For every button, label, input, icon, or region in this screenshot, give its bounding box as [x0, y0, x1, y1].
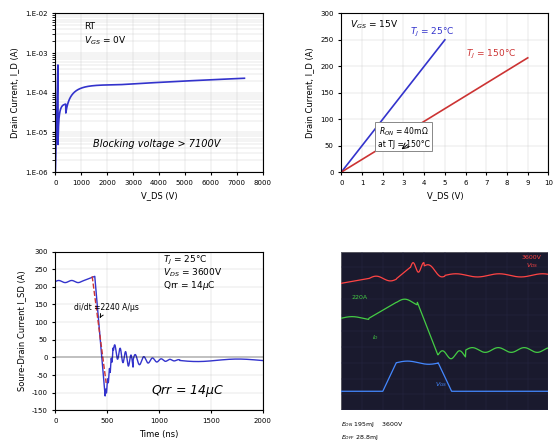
- Text: $T_J$ = 150°C: $T_J$ = 150°C: [465, 48, 516, 61]
- Text: Qrr = 14$\mu$C: Qrr = 14$\mu$C: [151, 384, 224, 400]
- Text: $T_J$ = 25°C: $T_J$ = 25°C: [163, 254, 208, 267]
- Text: RT: RT: [84, 22, 95, 31]
- X-axis label: V_DS (V): V_DS (V): [141, 191, 177, 200]
- Y-axis label: Soure-Drain Current I_SD (A): Soure-Drain Current I_SD (A): [17, 271, 26, 391]
- Text: $V_{GS}$: $V_{GS}$: [434, 380, 447, 389]
- Text: di/dt =2240 A/μs: di/dt =2240 A/μs: [74, 303, 138, 317]
- Text: 220A: 220A: [352, 295, 368, 300]
- Text: Blocking voltage > 7100V: Blocking voltage > 7100V: [93, 139, 220, 149]
- Text: $I_D$: $I_D$: [372, 333, 379, 342]
- X-axis label: Time (ns): Time (ns): [139, 429, 179, 438]
- Text: $V_{DS}$: $V_{DS}$: [526, 261, 538, 270]
- Text: 3600V: 3600V: [522, 256, 542, 260]
- X-axis label: V_DS (V): V_DS (V): [427, 191, 463, 200]
- Text: $R_{ON}$ = 40m$\Omega$
at TJ = 150°C: $R_{ON}$ = 40m$\Omega$ at TJ = 150°C: [377, 126, 429, 149]
- Text: $V_{DS}$ = 3600V: $V_{DS}$ = 3600V: [163, 266, 223, 279]
- Text: $V_{GS}$ = 0V: $V_{GS}$ = 0V: [84, 34, 127, 47]
- Y-axis label: Drain Current, I_D (A): Drain Current, I_D (A): [11, 47, 19, 138]
- Y-axis label: Drain Current, I_D (A): Drain Current, I_D (A): [306, 47, 315, 138]
- Text: $T_J$ = 25°C: $T_J$ = 25°C: [409, 25, 454, 38]
- Text: $E_{ON}$ 195mJ    3600V: $E_{ON}$ 195mJ 3600V: [341, 420, 404, 429]
- Text: $V_{GS}$ = 15V: $V_{GS}$ = 15V: [350, 19, 398, 31]
- Text: $E_{OFF}$ 28.8mJ: $E_{OFF}$ 28.8mJ: [341, 433, 379, 442]
- Text: Qrr = 14$\mu$C: Qrr = 14$\mu$C: [163, 279, 216, 292]
